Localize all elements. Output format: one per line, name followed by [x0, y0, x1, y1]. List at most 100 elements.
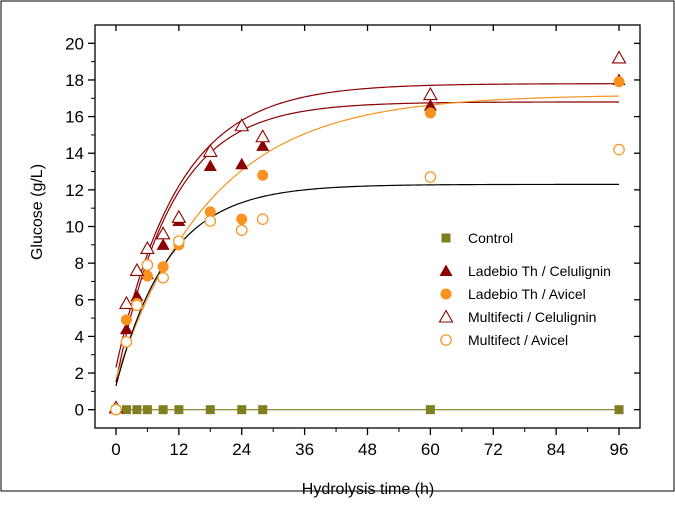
data-point: [155, 226, 171, 240]
x-tick-label: 60: [421, 440, 440, 459]
data-point: [110, 403, 122, 416]
legend-marker: [440, 288, 452, 300]
data-point: [256, 213, 269, 225]
y-tick-label: 6: [75, 291, 84, 310]
data-point: [132, 405, 142, 415]
x-tick-label: 72: [484, 440, 503, 459]
circle-marker: [141, 270, 153, 282]
open-triangle-marker: [202, 143, 218, 157]
data-point: [204, 215, 217, 227]
x-tick-label: 96: [610, 440, 629, 459]
open-circle-marker: [157, 271, 169, 284]
x-tick-label: 24: [232, 440, 251, 459]
y-axis-label: Glucose (g/L): [29, 164, 46, 260]
triangle-marker: [203, 159, 217, 172]
data-point: [130, 289, 144, 302]
open-triangle-marker: [155, 226, 171, 240]
open-triangle-marker: [234, 118, 250, 132]
data-point: [129, 262, 145, 277]
triangle-marker: [156, 238, 170, 250]
data-point: [171, 209, 187, 223]
open-triangle-marker: [611, 50, 627, 64]
fit-curve: [115, 83, 620, 368]
data-point: [234, 118, 250, 132]
data-point: [158, 405, 168, 415]
open-circle-marker: [110, 403, 122, 416]
data-point: [258, 405, 268, 415]
data-point: [257, 169, 269, 181]
open-circle-marker: [424, 171, 437, 183]
data-point: [173, 235, 185, 247]
data-point: [423, 99, 437, 111]
open-circle-marker: [440, 334, 452, 346]
y-tick-label: 20: [65, 34, 84, 53]
data-point: [203, 159, 217, 172]
circle-marker: [157, 261, 169, 273]
legend-marker: [438, 309, 454, 323]
data-point: [422, 86, 438, 101]
data-point: [120, 314, 132, 326]
open-triangle-marker: [255, 129, 271, 143]
data-point: [235, 224, 248, 236]
open-triangle-marker: [438, 309, 454, 323]
open-triangle-marker: [422, 86, 438, 101]
legend-marker: [440, 334, 452, 346]
open-circle-marker: [141, 259, 154, 271]
triangle-marker: [235, 157, 249, 170]
y-tick-label: 16: [65, 108, 84, 127]
y-tick-label: 2: [75, 364, 84, 383]
data-point: [142, 405, 152, 415]
data-point: [120, 336, 133, 348]
legend-item: Multifecti / Celulignin: [438, 309, 596, 325]
legend-item: Control: [441, 230, 513, 246]
chart-frame: [0, 0, 675, 492]
square-marker: [425, 405, 435, 415]
circle-marker: [204, 206, 216, 218]
data-point: [141, 259, 154, 271]
open-circle-marker: [256, 213, 269, 225]
y-tick-label: 12: [65, 181, 84, 200]
x-tick-label: 48: [358, 440, 377, 459]
data-point: [118, 295, 134, 309]
data-point: [611, 50, 627, 64]
data-point: [237, 405, 247, 415]
circle-marker: [440, 288, 452, 300]
open-circle-marker: [120, 336, 133, 348]
data-point: [119, 322, 133, 335]
y-tick-label: 18: [65, 71, 84, 90]
data-point: [141, 270, 153, 282]
data-point: [139, 240, 155, 255]
data-point: [204, 206, 216, 218]
x-tick-label: 0: [111, 440, 120, 459]
y-tick-label: 0: [75, 401, 84, 420]
fit-curves: [115, 83, 620, 411]
data-point: [425, 405, 435, 415]
square-marker: [237, 405, 247, 415]
legend-item: Multifect / Avicel: [440, 332, 568, 348]
open-circle-marker: [613, 143, 625, 156]
square-marker: [614, 405, 624, 415]
circle-marker: [424, 107, 436, 119]
data-point: [121, 405, 131, 415]
legend-label: Multifect / Avicel: [468, 332, 568, 348]
x-tick-label: 12: [169, 440, 188, 459]
circle-marker: [236, 213, 248, 225]
open-triangle-marker: [171, 209, 187, 223]
data-point: [131, 299, 143, 312]
legend-label: Multifecti / Celulignin: [468, 309, 596, 325]
data-point: [157, 261, 169, 273]
data-point: [255, 129, 271, 143]
data-point: [205, 405, 215, 415]
data-point: [174, 405, 184, 415]
fit-curve: [115, 95, 620, 379]
fit-curve: [115, 101, 620, 383]
data-point: [156, 238, 170, 250]
open-triangle-marker: [129, 262, 145, 277]
triangle-marker: [256, 139, 270, 151]
open-circle-marker: [131, 299, 143, 312]
square-marker: [121, 405, 131, 415]
x-tick-label: 84: [547, 440, 566, 459]
